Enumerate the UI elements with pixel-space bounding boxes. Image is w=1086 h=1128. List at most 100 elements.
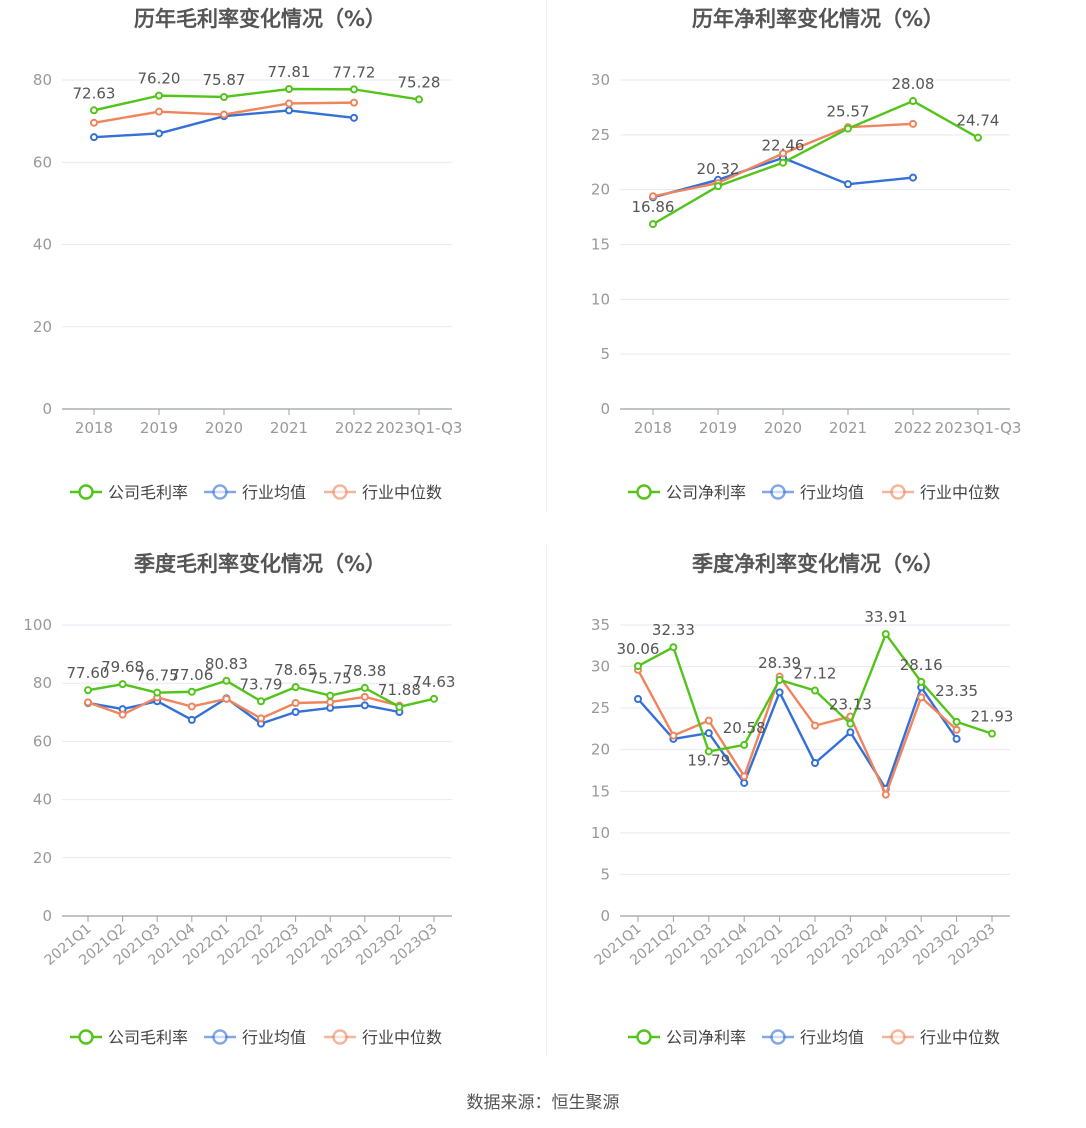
data-point-company xyxy=(669,643,678,652)
legend-item-company[interactable]: 公司净利率 xyxy=(666,1028,746,1047)
data-point-industry-median xyxy=(669,731,678,740)
data-point-company xyxy=(291,683,300,692)
y-tick-label: 5 xyxy=(600,345,610,363)
data-point-company xyxy=(811,686,819,695)
data-label: 32.33 xyxy=(652,621,695,639)
legend-item-industry-median[interactable]: 行业中位数 xyxy=(920,1028,1000,1047)
chart-body: 历年净利率变化情况（%） 0 5 10 15 20 25 30 2018 2019 2020 2021… xyxy=(591,7,1022,502)
data-point-company xyxy=(220,92,228,101)
data-point-company xyxy=(649,220,657,229)
data-point-company xyxy=(740,740,749,749)
data-point-company xyxy=(846,719,855,728)
data-point-industry-median xyxy=(740,772,749,781)
data-point-company xyxy=(155,91,163,100)
data-point-company xyxy=(222,676,231,685)
series-line-company xyxy=(93,87,420,112)
data-label: 19.79 xyxy=(687,751,730,769)
legend-swatch-marker xyxy=(212,484,228,500)
data-point-industry-average xyxy=(704,729,713,738)
data-label: 76.75 xyxy=(136,667,179,685)
data-label: 78.38 xyxy=(343,662,386,680)
legend-swatch-marker xyxy=(890,1029,906,1045)
x-tick-label: 2023Q1-Q3 xyxy=(935,419,1022,437)
data-point-industry-median xyxy=(155,107,163,116)
annual-gross-margin-chart: 历年毛利率变化情况（%） 0 20 40 60 80 2018 2019 2020 2021 202… xyxy=(0,0,543,530)
data-point-industry-median xyxy=(118,710,127,719)
data-label: 77.06 xyxy=(170,666,213,684)
data-point-industry-average xyxy=(187,715,196,724)
legend-item-company[interactable]: 公司毛利率 xyxy=(108,1028,188,1047)
data-point-industry-average xyxy=(846,728,855,737)
data-point-company xyxy=(395,702,404,711)
vertical-divider-top xyxy=(546,0,547,512)
data-label: 75.28 xyxy=(398,73,441,91)
y-tick-label: 40 xyxy=(33,236,52,254)
legend-item-industry-average[interactable]: 行业均值 xyxy=(242,1028,306,1047)
y-tick-label: 20 xyxy=(33,849,52,867)
data-label: 77.60 xyxy=(67,664,110,682)
annual-net-margin-svg: 历年净利率变化情况（%） 0 5 10 15 20 25 30 2018 2019 2020 2021… xyxy=(591,7,1022,502)
y-tick-label: 10 xyxy=(591,824,610,842)
legend-item-company[interactable]: 公司毛利率 xyxy=(108,483,188,502)
data-point-industry-median xyxy=(649,192,657,201)
data-label: 30.06 xyxy=(617,640,660,658)
chart-title: 历年毛利率变化情况（%） xyxy=(134,7,386,31)
data-point-company xyxy=(844,124,852,133)
data-label: 23.35 xyxy=(935,682,978,700)
data-label: 77.81 xyxy=(268,63,311,81)
data-label: 28.39 xyxy=(758,654,801,672)
y-tick-label: 20 xyxy=(591,181,610,199)
legend-item-industry-average[interactable]: 行业均值 xyxy=(800,1028,864,1047)
data-point-industry-average xyxy=(952,734,961,743)
data-label: 23.13 xyxy=(829,696,872,714)
y-tick-label: 30 xyxy=(591,658,610,676)
series-line-company xyxy=(652,99,979,226)
data-point-company xyxy=(775,675,784,684)
x-tick-label: 2021 xyxy=(270,419,308,437)
x-tick-label: 2021 xyxy=(829,419,867,437)
y-tick-label: 10 xyxy=(591,290,610,308)
legend-swatch-marker xyxy=(332,1029,348,1045)
legend-item-industry-median[interactable]: 行业中位数 xyxy=(362,1028,442,1047)
y-tick-label: 80 xyxy=(33,674,52,692)
data-label: 22.46 xyxy=(762,137,805,155)
y-tick-label: 20 xyxy=(33,318,52,336)
y-tick-label: 15 xyxy=(591,236,610,254)
y-tick-label: 60 xyxy=(33,732,52,750)
legend-item-industry-median[interactable]: 行业中位数 xyxy=(362,483,442,502)
x-tick-label: 2019 xyxy=(699,419,737,437)
data-point-company xyxy=(988,729,996,738)
legend-swatch-marker xyxy=(636,1029,652,1045)
data-point-company xyxy=(952,717,961,726)
data-label: 24.74 xyxy=(957,112,1000,130)
x-tick-label: 2023Q1-Q3 xyxy=(376,419,463,437)
legend-swatch-marker xyxy=(212,1029,228,1045)
legend-item-industry-average[interactable]: 行业均值 xyxy=(800,483,864,502)
legend-swatch-marker xyxy=(332,484,348,500)
legend-swatch-marker xyxy=(78,484,94,500)
data-point-industry-average xyxy=(155,129,163,138)
vertical-divider-bottom xyxy=(546,545,547,1057)
legend-item-industry-median[interactable]: 行业中位数 xyxy=(920,483,1000,502)
data-point-industry-average xyxy=(291,708,300,717)
legend-item-company[interactable]: 公司净利率 xyxy=(666,483,746,502)
data-label: 28.16 xyxy=(900,656,943,674)
data-point-industry-median xyxy=(187,702,196,711)
data-point-industry-median xyxy=(350,98,358,107)
y-tick-label: 25 xyxy=(591,126,610,144)
data-point-industry-average xyxy=(90,133,98,142)
quarterly-gross-margin-svg: 季度毛利率变化情况（%）0204060801002021Q12021Q22021… xyxy=(23,552,455,1047)
data-point-industry-average xyxy=(811,759,819,768)
legend-swatch-marker xyxy=(890,484,906,500)
data-label: 72.63 xyxy=(73,84,116,102)
data-point-industry-average xyxy=(634,694,642,703)
quarterly-net-margin-chart: 季度净利率变化情况（%） 0 5 10 15 20 25 30 35 2021Q1 2021Q2 20… xyxy=(543,545,1086,1075)
data-point-industry-average xyxy=(350,113,358,122)
data-point-industry-average xyxy=(740,778,749,787)
legend-item-industry-average[interactable]: 行业均值 xyxy=(242,483,306,502)
chart-title: 季度毛利率变化情况（%） xyxy=(134,552,386,576)
data-point-company xyxy=(285,85,293,94)
data-point-industry-median xyxy=(779,149,787,158)
data-point-industry-average xyxy=(844,180,852,189)
y-tick-label: 35 xyxy=(591,616,610,634)
